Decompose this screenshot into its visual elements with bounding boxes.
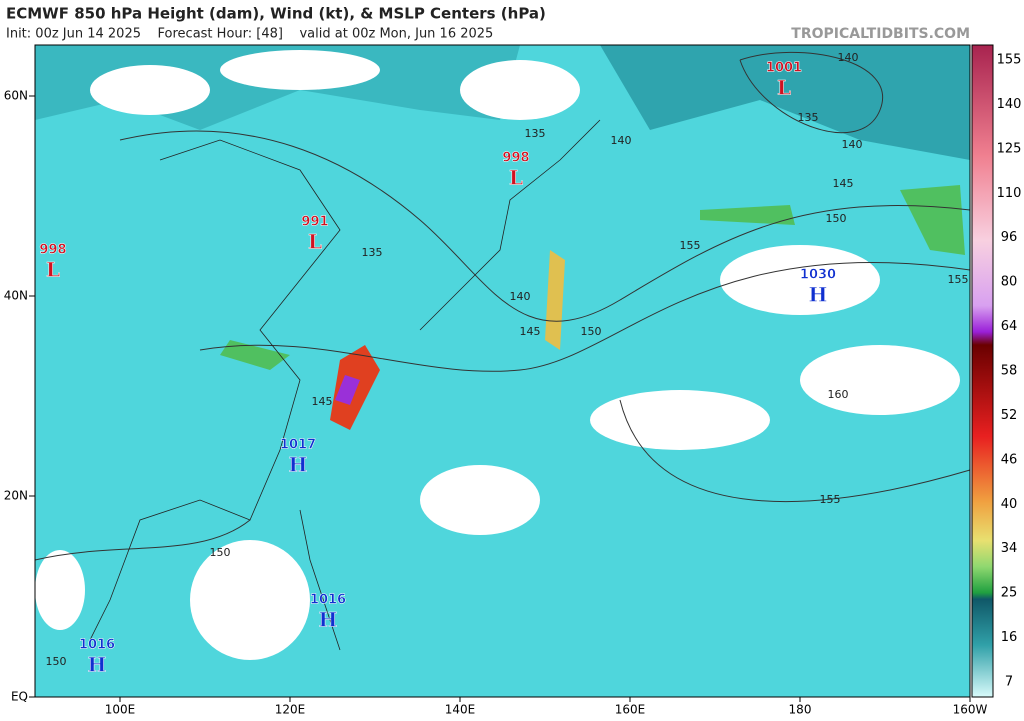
colorbar-label: 140 <box>997 97 1022 112</box>
center-letter: H <box>809 283 828 307</box>
center-pressure: 998 <box>39 243 66 258</box>
contour-label: 160 <box>828 388 849 401</box>
center-letter: L <box>509 166 523 190</box>
contour-label: 145 <box>520 325 541 338</box>
lon-label: 120E <box>275 703 306 717</box>
contour-label: 155 <box>948 273 969 286</box>
lon-label: 100E <box>105 703 136 717</box>
contour-label: 135 <box>798 111 819 124</box>
contour-label: 155 <box>680 239 701 252</box>
center-pressure: 1030 <box>800 268 836 283</box>
contour-label: 150 <box>46 655 67 668</box>
contour-label: 135 <box>525 127 546 140</box>
center-pressure: 991 <box>301 215 328 230</box>
center-pressure: 998 <box>502 151 529 166</box>
contour-label: 135 <box>362 246 383 259</box>
center-pressure: 1016 <box>310 593 346 608</box>
center-letter: H <box>289 453 308 477</box>
center-letter: L <box>46 258 60 282</box>
contour-label: 145 <box>312 395 333 408</box>
contour-label: 155 <box>820 493 841 506</box>
colorbar-label: 25 <box>1001 586 1018 601</box>
contour-label: 145 <box>833 177 854 190</box>
colorbar-label: 96 <box>1001 230 1018 245</box>
contour-label: 150 <box>826 212 847 225</box>
lat-label: EQ <box>11 690 28 704</box>
colorbar-label: 40 <box>1001 497 1018 512</box>
colorbar-label: 80 <box>1001 275 1018 290</box>
colorbar-label: 7 <box>1005 675 1013 690</box>
center-letter: H <box>319 608 338 632</box>
contour-label: 140 <box>842 138 863 151</box>
lon-label: 140E <box>445 703 476 717</box>
map <box>34 44 971 698</box>
colorbar-label: 52 <box>1001 408 1018 423</box>
colorbar-label: 64 <box>1001 319 1018 334</box>
center-letter: L <box>777 76 791 100</box>
colorbar-label: 110 <box>997 186 1022 201</box>
colorbar-label: 125 <box>997 141 1022 156</box>
center-pressure: 1016 <box>79 638 115 653</box>
lat-label: 20N <box>4 489 28 503</box>
center-pressure: 1017 <box>280 438 316 453</box>
contour-label: 140 <box>611 134 632 147</box>
colorbar-label: 58 <box>1001 364 1018 379</box>
title: ECMWF 850 hPa Height (dam), Wind (kt), &… <box>6 5 546 23</box>
contour-label: 150 <box>581 325 602 338</box>
colorbar-label: 34 <box>1001 541 1018 556</box>
contour-label: 150 <box>210 546 231 559</box>
lat-label: 40N <box>4 289 28 303</box>
contour-label: 140 <box>838 51 859 64</box>
colorbar-label: 155 <box>997 53 1022 68</box>
colorbar-label: 46 <box>1001 452 1018 467</box>
lon-label: 180 <box>789 703 812 717</box>
subtitle: Init: 00z Jun 14 2025 Forecast Hour: [48… <box>6 27 493 42</box>
contour-label: 140 <box>510 290 531 303</box>
credit: TROPICALTIDBITS.COM <box>791 26 970 42</box>
lat-label: 60N <box>4 89 28 103</box>
center-letter: L <box>308 230 322 254</box>
center-pressure: 1001 <box>766 61 802 76</box>
center-letter: H <box>88 653 107 677</box>
colorbar <box>971 44 994 698</box>
lon-label: 160W <box>953 703 988 717</box>
lon-label: 160E <box>615 703 646 717</box>
colorbar-label: 16 <box>1001 630 1018 645</box>
